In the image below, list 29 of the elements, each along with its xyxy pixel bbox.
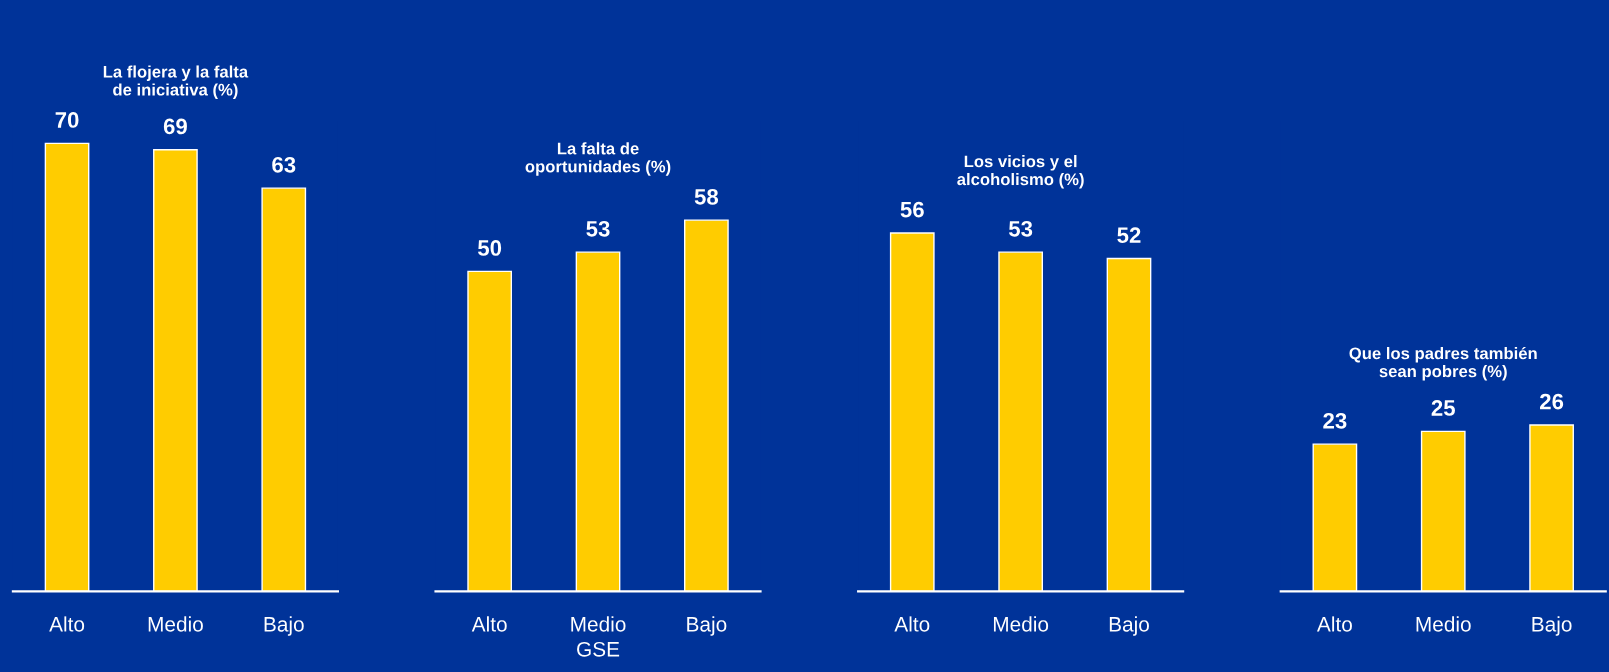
data-label: 26 xyxy=(1540,393,1564,410)
x-tick-label: Bajo xyxy=(1532,616,1572,636)
data-label: 69 xyxy=(163,118,187,135)
x-tick-label: Medio xyxy=(1416,616,1471,632)
x-tick-label: Alto xyxy=(894,616,930,632)
data-label: 58 xyxy=(694,188,719,205)
x-tick-label: Alto xyxy=(1316,616,1352,632)
data-label: 70 xyxy=(55,112,79,128)
data-label: 52 xyxy=(1117,227,1141,244)
x-tick-label: Bajo xyxy=(1109,616,1149,636)
chart-title: Que los padres también sean pobres (%) xyxy=(1349,346,1537,381)
x-axis-title: GSE xyxy=(577,641,620,657)
data-label: 23 xyxy=(1323,412,1347,429)
x-tick-label: Bajo xyxy=(264,616,304,636)
chart-title: Los vicios y el alcoholismo (%) xyxy=(957,155,1084,189)
data-label: 56 xyxy=(900,201,924,218)
data-label: 53 xyxy=(1008,220,1033,237)
x-tick-label: Bajo xyxy=(687,616,727,636)
x-tick-label: Alto xyxy=(471,616,507,632)
data-label: 25 xyxy=(1431,400,1455,416)
x-tick-label: Medio xyxy=(571,616,626,632)
chart-title: La flojera y la falta de iniciativa (%) xyxy=(103,65,249,99)
x-tick-label: Medio xyxy=(993,616,1049,632)
x-tick-label: Alto xyxy=(49,616,85,632)
data-label: 63 xyxy=(272,156,296,173)
x-tick-label: Medio xyxy=(148,616,203,632)
data-label: 53 xyxy=(586,220,610,237)
chart-title: La falta de oportunidades (%) xyxy=(525,142,671,176)
data-label: 50 xyxy=(477,240,502,256)
